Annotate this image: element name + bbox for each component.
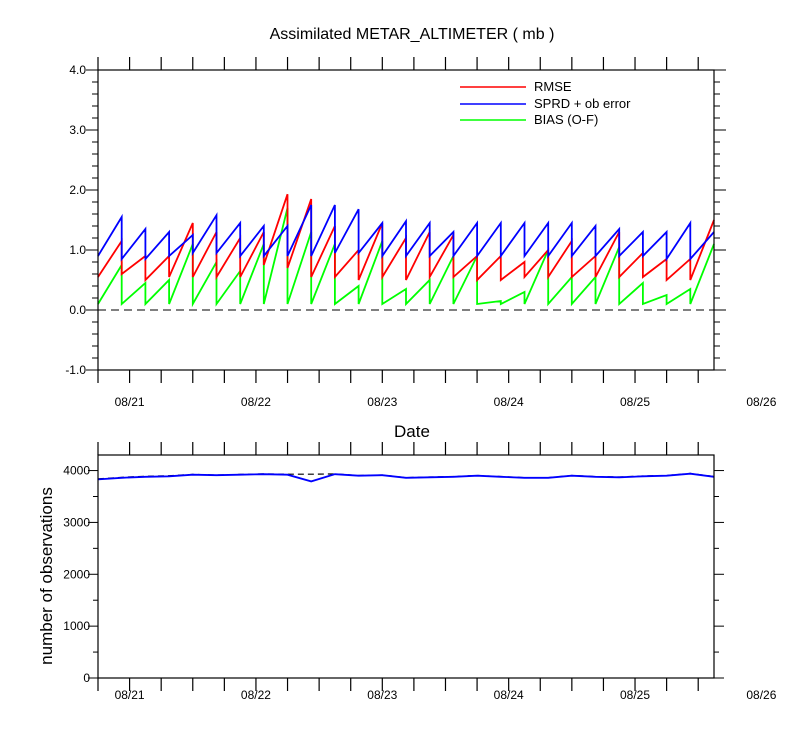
top-series-group [97, 193, 715, 308]
top-chart: Assimilated METAR_ALTIMETER ( mb ) -1.0 0… [65, 26, 777, 441]
chart-title: Assimilated METAR_ALTIMETER ( mb ) [270, 26, 555, 43]
x-tick-label: 08/23 [367, 395, 397, 409]
y-tick-label: 3.0 [69, 123, 86, 137]
y-tick-label: 0.0 [69, 303, 86, 317]
series-line-rmse [97, 193, 715, 283]
y-tick-label: 1.0 [69, 243, 86, 257]
legend: RMSE SPRD + ob error BIAS (O-F) [460, 79, 631, 127]
x-tick-label: 08/23 [367, 688, 397, 702]
series-line-bias-o-f [97, 207, 715, 308]
y-tick-label: 4000 [63, 464, 90, 478]
x-tick-label: 08/22 [241, 395, 271, 409]
x-tick-label: 08/24 [494, 688, 524, 702]
y-axis-title: number of observations [37, 487, 56, 665]
x-tick-label: 08/22 [241, 688, 271, 702]
series-line-sprd-ob-error [97, 204, 715, 263]
top-y-tick-labels: -1.0 0.0 1.0 2.0 3.0 4.0 [65, 63, 86, 377]
x-tick-label: 08/25 [620, 395, 650, 409]
x-tick-label: 08/25 [620, 688, 650, 702]
x-tick-label: 08/26 [746, 688, 776, 702]
bottom-chart: 0 1000 2000 3000 4000 08/21 08/22 08/23 08/24 08… [37, 442, 777, 702]
y-tick-label: 2000 [63, 567, 90, 581]
legend-label-sprd: SPRD + ob error [534, 96, 631, 111]
y-tick-label: -1.0 [65, 363, 86, 377]
legend-label-bias: BIAS (O-F) [534, 112, 598, 127]
top-axis-ticks [86, 57, 726, 383]
y-tick-label: 3000 [63, 515, 90, 529]
x-tick-label: 08/21 [115, 395, 145, 409]
top-plot-frame [97, 69, 715, 371]
bottom-y-tick-labels: 0 1000 2000 3000 4000 [63, 464, 90, 685]
y-tick-label: 2.0 [69, 183, 86, 197]
bottom-series-group [97, 472, 715, 483]
obs-assimilated-line [97, 472, 715, 483]
y-tick-label: 1000 [63, 619, 90, 633]
x-tick-label: 08/26 [746, 395, 776, 409]
x-tick-label: 08/24 [494, 395, 524, 409]
legend-label-rmse: RMSE [534, 79, 572, 94]
bottom-axis-ticks [88, 442, 724, 691]
y-tick-label: 4.0 [69, 63, 86, 77]
x-tick-label: 08/21 [115, 688, 145, 702]
x-axis-title: Date [394, 422, 430, 441]
bottom-plot-frame [97, 454, 715, 679]
y-tick-label: 0 [83, 671, 90, 685]
